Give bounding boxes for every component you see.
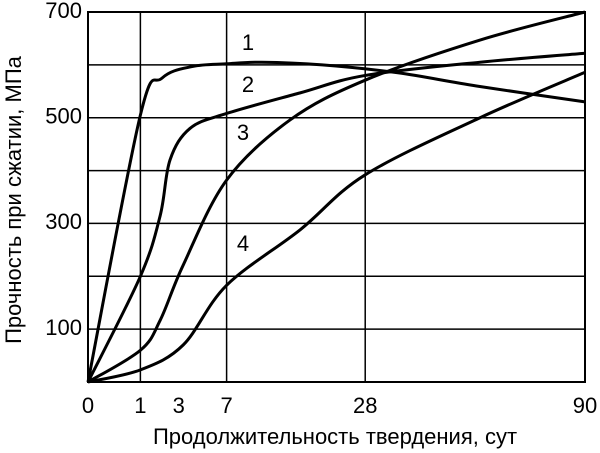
plot-frame xyxy=(87,11,586,383)
x-tick-label: 7 xyxy=(220,393,232,418)
x-tick-label: 0 xyxy=(82,393,94,418)
series-label: 3 xyxy=(237,120,249,145)
y-tick-label: 700 xyxy=(45,0,82,23)
x-tick-label: 1 xyxy=(134,393,146,418)
series-label: 4 xyxy=(237,231,249,256)
series-label: 1 xyxy=(242,30,254,55)
line-series xyxy=(86,51,586,383)
y-tick-label: 300 xyxy=(45,209,82,234)
line-series xyxy=(87,10,586,384)
y-axis-label: Прочность при сжатии, МПа xyxy=(1,55,26,344)
y-tick-label: 500 xyxy=(45,104,82,129)
line-series xyxy=(87,70,586,384)
x-tick-label: 3 xyxy=(173,393,185,418)
x-tick-label: 28 xyxy=(353,393,377,418)
x-tick-label: 90 xyxy=(573,393,597,418)
series-label: 2 xyxy=(242,72,254,97)
line-series xyxy=(86,60,586,383)
y-tick-label: 100 xyxy=(45,315,82,340)
x-axis-label: Продолжительность твердения, сут xyxy=(153,424,517,449)
